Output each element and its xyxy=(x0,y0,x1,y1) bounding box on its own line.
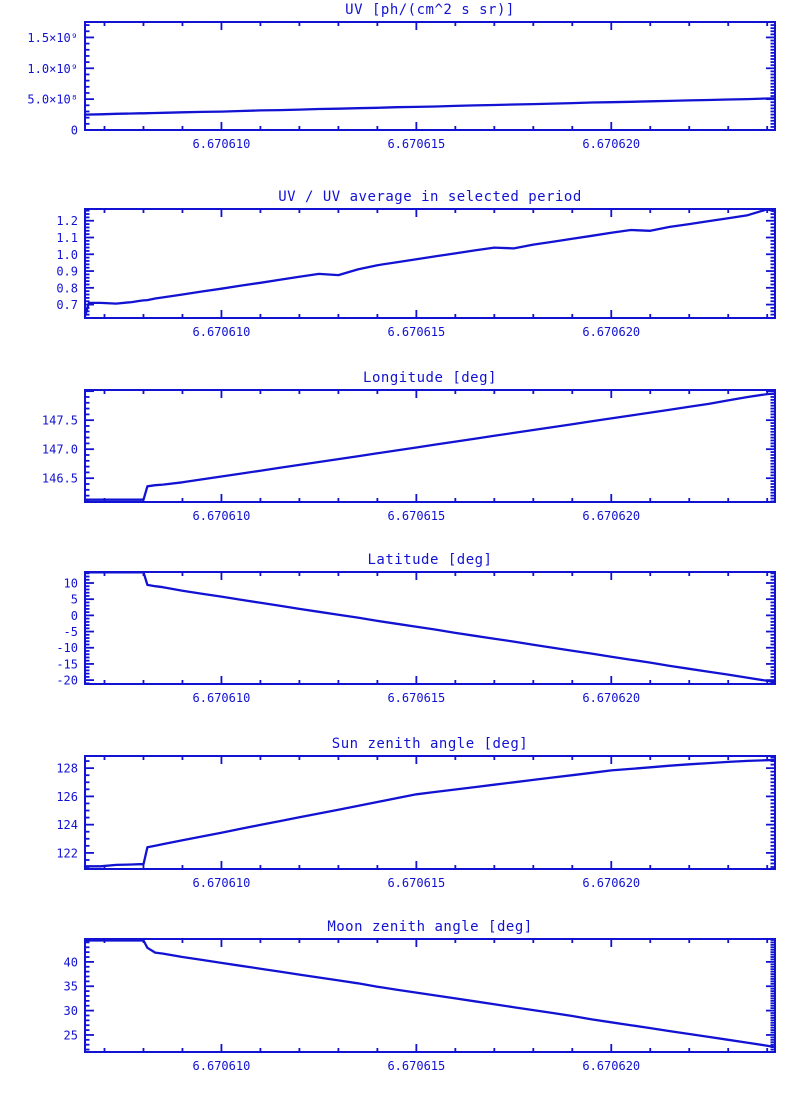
y-tick-label: 25 xyxy=(64,1028,78,1042)
y-tick-label: 0.8 xyxy=(56,281,78,295)
x-tick-label: 6.670620 xyxy=(582,691,640,705)
y-tick-label: 146.5 xyxy=(42,472,78,486)
plot-frame xyxy=(84,208,776,319)
y-tick-label: -5 xyxy=(64,625,78,639)
y-tick-label: 128 xyxy=(56,762,78,776)
x-tick-label: 6.670620 xyxy=(582,1059,640,1073)
y-tick-label: 1.1 xyxy=(56,231,78,245)
data-line xyxy=(83,939,777,1049)
x-tick-label: 6.670610 xyxy=(193,691,251,705)
chart-title-sun-zenith: Sun zenith angle [deg] xyxy=(331,736,529,752)
plot-frame xyxy=(84,755,776,870)
chart-title-uv: UV [ph/(cm^2 s sr)] xyxy=(345,2,515,18)
y-tick-label: 147.5 xyxy=(42,414,78,428)
y-tick-label: 40 xyxy=(64,955,78,969)
y-tick-label: 126 xyxy=(56,790,78,804)
chart-panel-0: 0 5.0×10⁸ 1.0×10⁹ 1.5×10⁹ 6.670610 6.670615 6.… xyxy=(27,21,777,151)
chart-panel-1: 0.7 0.8 0.9 1.0 1.1 1.2 6.670610 6.670615 6.6706… xyxy=(56,208,777,339)
x-tick-label: 6.670610 xyxy=(193,876,251,890)
chart-panel-2: 146.5 147.0 147.5 6.670610 6.670615 6.670620 xyxy=(42,389,777,523)
y-tick-label: -15 xyxy=(56,657,78,671)
y-tick-label: 1.0 xyxy=(56,248,78,262)
chart-title-moon-zenith: Moon zenith angle [deg] xyxy=(327,919,533,935)
x-tick-label: 6.670610 xyxy=(193,137,251,151)
x-tick-label: 6.670615 xyxy=(387,876,445,890)
x-tick-label: 6.670620 xyxy=(582,876,640,890)
x-tick-label: 6.670610 xyxy=(193,509,251,523)
y-tick-label: 35 xyxy=(64,980,78,994)
y-tick-label: 124 xyxy=(56,818,78,832)
y-tick-label: 0 xyxy=(71,124,78,138)
y-tick-label: 122 xyxy=(56,846,78,860)
y-tick-label: 5 xyxy=(71,593,78,607)
y-tick-label: 1.0×10⁹ xyxy=(27,62,78,76)
x-tick-label: 6.670620 xyxy=(582,509,640,523)
chart-panel-5: 25 30 35 40 6.670610 6.670615 6.670620 xyxy=(64,938,777,1073)
y-tick-label: 1.2 xyxy=(56,214,78,228)
x-tick-label: 6.670615 xyxy=(387,691,445,705)
chart-panel-3: -20 -15 -10 -5 0 5 10 6.670610 6.670615 6.670620 xyxy=(56,571,777,705)
y-tick-label: -10 xyxy=(56,641,78,655)
x-tick-label: 6.670615 xyxy=(387,325,445,339)
x-tick-label: 6.670610 xyxy=(193,1059,251,1073)
data-line xyxy=(83,208,777,318)
x-tick-label: 6.670620 xyxy=(582,325,640,339)
y-tick-label: 5.0×10⁸ xyxy=(27,93,78,107)
plot-frame xyxy=(84,21,776,131)
y-tick-label: 10 xyxy=(64,577,78,591)
x-tick-label: 6.670610 xyxy=(193,325,251,339)
y-tick-label: -20 xyxy=(56,674,78,688)
data-line xyxy=(83,758,777,868)
chart-title-longitude: Longitude [deg] xyxy=(363,370,497,386)
x-tick-label: 6.670620 xyxy=(582,137,640,151)
data-line xyxy=(83,97,777,116)
y-tick-label: 0 xyxy=(71,609,78,623)
chart-panel-4: 122 124 126 128 6.670610 6.670615 6.670620 xyxy=(56,755,777,890)
chart-title-uv-ratio: UV / UV average in selected period xyxy=(278,189,582,205)
y-tick-label: 0.7 xyxy=(56,298,78,312)
x-tick-label: 6.670615 xyxy=(387,509,445,523)
chart-title-latitude: Latitude [deg] xyxy=(367,552,493,568)
x-tick-label: 6.670615 xyxy=(387,137,445,151)
data-line xyxy=(83,392,777,501)
y-tick-label: 30 xyxy=(64,1004,78,1018)
x-tick-label: 6.670615 xyxy=(387,1059,445,1073)
data-line xyxy=(83,571,777,684)
y-tick-label: 1.5×10⁹ xyxy=(27,31,78,45)
y-tick-label: 147.0 xyxy=(42,443,78,457)
y-tick-label: 0.9 xyxy=(56,265,78,279)
